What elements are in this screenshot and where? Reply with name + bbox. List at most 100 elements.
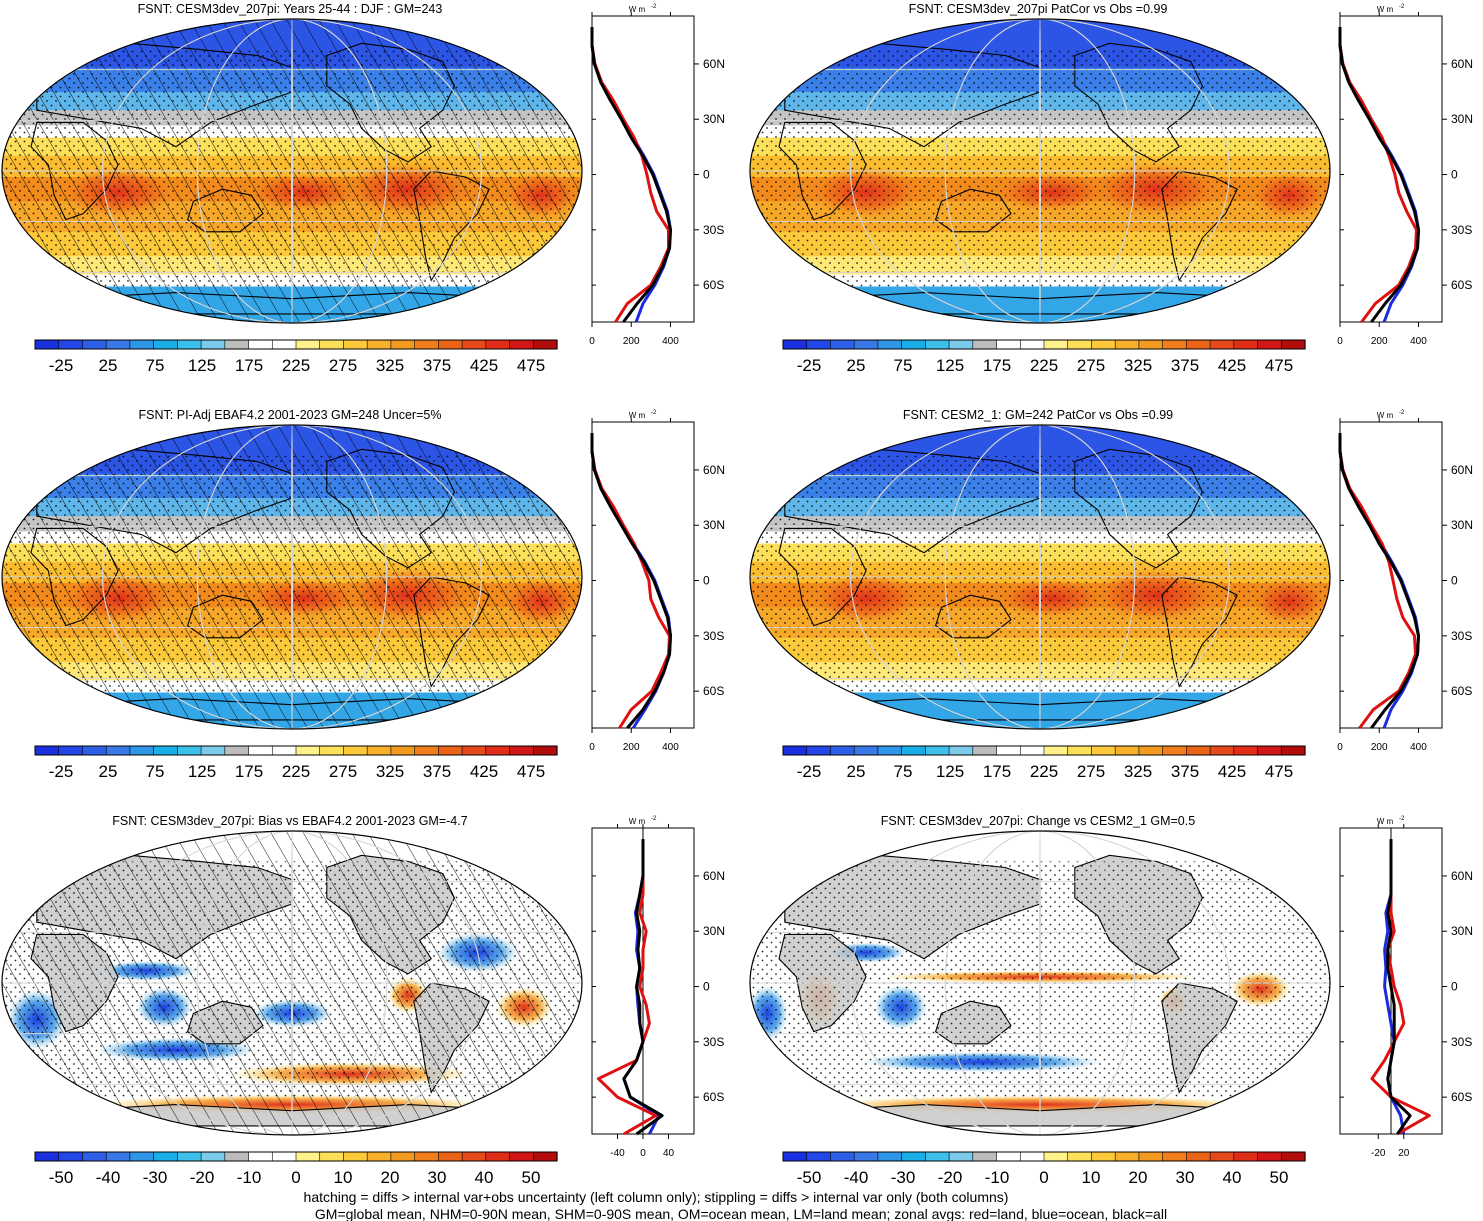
colorbar-swatch bbox=[438, 1151, 463, 1162]
colorbar-swatch bbox=[972, 745, 998, 756]
colorbar-tick-label: 275 bbox=[1077, 762, 1105, 781]
colorbar-swatch bbox=[129, 745, 155, 756]
colorbar-tick-label: 425 bbox=[1218, 356, 1246, 375]
colorbar-tick-label: 125 bbox=[936, 356, 964, 375]
colorbar-tick-label: -20 bbox=[190, 1168, 215, 1187]
colorbar-swatch bbox=[509, 745, 534, 756]
profile-units-exponent: -2 bbox=[1399, 410, 1405, 416]
colorbar-swatch bbox=[295, 745, 321, 756]
colorbar-frame bbox=[782, 339, 1306, 350]
lat-tick-label: 60N bbox=[1451, 463, 1473, 477]
colorbar-swatch bbox=[996, 1151, 1021, 1162]
meridian bbox=[944, 831, 1136, 1135]
colorbar-swatch bbox=[177, 745, 202, 756]
colorbar-swatch bbox=[1209, 1151, 1235, 1162]
colorbar-swatch bbox=[1114, 1151, 1140, 1162]
panel-bottom-right: FSNT: CESM3dev_207pi: Change vs CESM2_1 … bbox=[749, 814, 1473, 1187]
colorbar-tick-label: 40 bbox=[1223, 1168, 1242, 1187]
colorbar-swatch bbox=[532, 1151, 558, 1162]
colorbar-swatch bbox=[806, 1151, 832, 1162]
colorbar-swatch bbox=[830, 1151, 855, 1162]
x-tick-label: 400 bbox=[1410, 742, 1427, 753]
x-tick-label: -20 bbox=[1371, 1148, 1386, 1159]
colorbar-tick-label: 50 bbox=[1270, 1168, 1289, 1187]
colorbar-swatch bbox=[782, 1151, 808, 1162]
colorbar-swatch bbox=[105, 339, 131, 350]
panel-middle-left: FSNT: PI-Adj EBAF4.2 2001-2023 GM=248 Un… bbox=[1, 408, 725, 781]
lat-tick-label: 30S bbox=[1451, 1035, 1472, 1049]
colorbar-swatch bbox=[1257, 1151, 1282, 1162]
lat-tick-label: 0 bbox=[703, 574, 710, 588]
profile-units-exponent: -2 bbox=[1399, 4, 1405, 10]
colorbar-tick-label: 475 bbox=[1265, 762, 1293, 781]
colorbar-tick-label: 25 bbox=[847, 356, 866, 375]
colorbar-tick-label: 375 bbox=[1171, 762, 1199, 781]
colorbar-swatch bbox=[343, 1151, 368, 1162]
colorbar-tick-label: 75 bbox=[146, 762, 165, 781]
lat-tick-label: 60N bbox=[703, 57, 725, 71]
colorbar-swatch bbox=[271, 745, 297, 756]
lat-tick-label: 60S bbox=[703, 278, 724, 292]
meridian bbox=[291, 831, 293, 1135]
meridian bbox=[291, 19, 293, 323]
x-tick-label: 200 bbox=[1371, 742, 1388, 753]
meridian bbox=[850, 425, 1230, 729]
x-tick-label: 0 bbox=[640, 1148, 646, 1159]
lat-tick-label: 0 bbox=[703, 980, 710, 994]
meridian bbox=[1039, 19, 1041, 323]
footer-line-1: hatching = diffs > internal var+obs unce… bbox=[304, 1189, 1009, 1205]
colorbar-swatch bbox=[58, 745, 84, 756]
colorbar-tick-label: -25 bbox=[49, 762, 74, 781]
colorbar-swatch bbox=[901, 339, 926, 350]
colorbar-swatch bbox=[153, 745, 178, 756]
colorbar-tick-label: 40 bbox=[475, 1168, 494, 1187]
panel-title: FSNT: CESM2_1: GM=242 PatCor vs Obs =0.9… bbox=[903, 408, 1173, 422]
lat-tick-label: 30N bbox=[703, 924, 725, 938]
colorbar-tick-label: 375 bbox=[1171, 356, 1199, 375]
profile-units-exponent: -2 bbox=[651, 4, 657, 10]
colorbar-swatch bbox=[1067, 745, 1093, 756]
colorbar-tick-label: 20 bbox=[1129, 1168, 1148, 1187]
colorbar-swatch bbox=[224, 339, 250, 350]
x-tick-label: -40 bbox=[610, 1148, 625, 1159]
colorbar-swatch bbox=[1114, 339, 1140, 350]
lat-tick-label: 0 bbox=[1451, 168, 1458, 182]
profile-units-exponent: -2 bbox=[651, 410, 657, 416]
colorbar-tick-label: 325 bbox=[1124, 356, 1152, 375]
map-border bbox=[1, 830, 583, 1136]
lat-tick-label: 30N bbox=[703, 518, 725, 532]
lat-tick-label: 60S bbox=[703, 684, 724, 698]
colorbar-swatch bbox=[532, 339, 558, 350]
colorbar-swatch bbox=[853, 339, 879, 350]
colorbar-swatch bbox=[1280, 1151, 1306, 1162]
colorbar-swatch bbox=[177, 1151, 202, 1162]
colorbar-swatch bbox=[996, 745, 1021, 756]
panel-top-right: FSNT: CESM3dev_207pi PatCor vs Obs =0.99… bbox=[749, 2, 1473, 375]
lat-tick-label: 60S bbox=[1451, 684, 1472, 698]
colorbar-tick-label: 25 bbox=[99, 356, 118, 375]
colorbar: -25 25 75 125 175 225 275 325 375 425 475 bbox=[34, 339, 558, 375]
colorbar-swatch bbox=[830, 339, 855, 350]
colorbar: -25 25 75 125 175 225 275 325 375 425 475 bbox=[34, 745, 558, 781]
colorbar: -50 -40 -30 -20 -10 0 10 20 30 40 50 bbox=[782, 1151, 1306, 1187]
colorbar-swatch bbox=[1091, 1151, 1116, 1162]
colorbar-tick-label: 175 bbox=[983, 762, 1011, 781]
colorbar-swatch bbox=[1091, 745, 1116, 756]
colorbar-tick-label: 225 bbox=[1030, 762, 1058, 781]
x-tick-label: 0 bbox=[1337, 336, 1343, 347]
colorbar-swatch bbox=[1019, 339, 1045, 350]
colorbar-swatch bbox=[1257, 339, 1282, 350]
colorbar-swatch bbox=[366, 745, 392, 756]
colorbar-swatch bbox=[366, 339, 392, 350]
profile-units: W m bbox=[1377, 817, 1394, 826]
colorbar-tick-label: 75 bbox=[894, 762, 913, 781]
colorbar-swatch bbox=[1043, 339, 1069, 350]
colorbar-swatch bbox=[319, 1151, 345, 1162]
profile-frame bbox=[591, 421, 695, 729]
colorbar-swatch bbox=[1257, 745, 1282, 756]
colorbar-swatch bbox=[1091, 339, 1116, 350]
colorbar-swatch bbox=[319, 339, 345, 350]
colorbar-swatch bbox=[509, 1151, 534, 1162]
panel-title: FSNT: CESM3dev_207pi: Years 25-44 : DJF … bbox=[138, 2, 443, 16]
